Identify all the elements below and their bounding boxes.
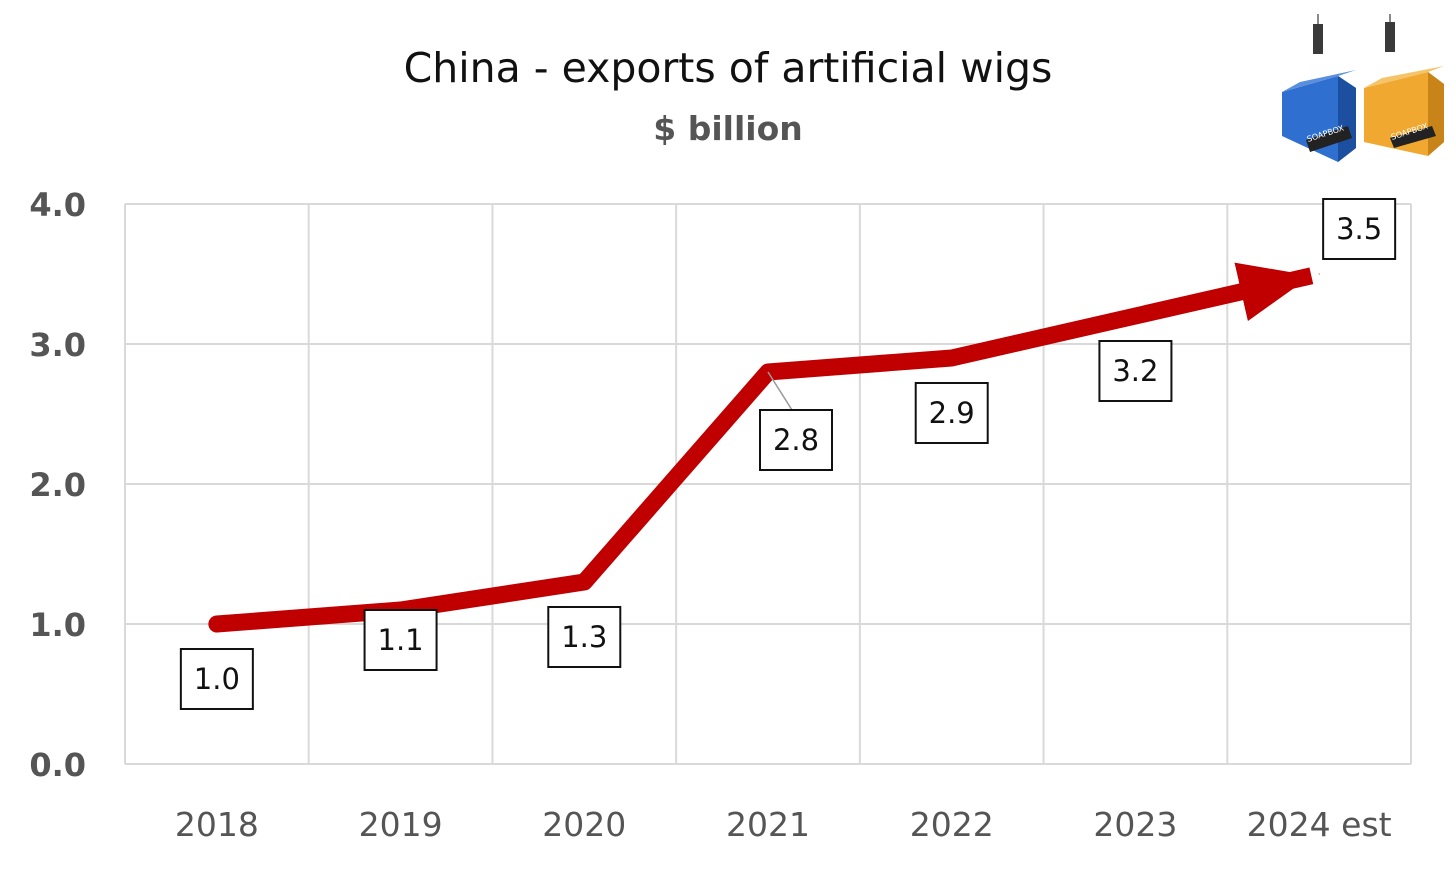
data-label-box [759, 409, 833, 471]
data-label: 3.5 [1322, 198, 1397, 260]
chart-title: China - exports of artificial wigs [404, 44, 1053, 92]
data-point [1134, 315, 1136, 317]
y-tick-label: 1.0 [29, 606, 86, 644]
data-labels: 1.0 1.1 1.3 2.8 2.9 3.2 3.5 [179, 198, 1397, 710]
x-tick-label: 2022 [910, 805, 994, 844]
data-label-text: 3.5 [1336, 212, 1382, 246]
series-arrow-segment [1133, 262, 1314, 325]
data-label-leader [767, 371, 793, 411]
x-tick-label: 2023 [1093, 805, 1177, 844]
data-label-text: 3.2 [1112, 354, 1158, 388]
data-point [1318, 273, 1320, 275]
y-tick-label: 3.0 [29, 326, 86, 364]
data-label: 1.1 [363, 609, 438, 671]
data-point [951, 357, 953, 359]
x-tick-label: 2020 [542, 805, 626, 844]
y-tick-label: 4.0 [29, 186, 86, 224]
data-label: 1.3 [547, 606, 622, 668]
y-axis-ticks: 0.0 1.0 2.0 3.0 4.0 [29, 186, 86, 784]
data-label: 1.0 [179, 648, 254, 710]
data-label-text: 1.1 [378, 623, 424, 657]
grid [124, 203, 1412, 765]
data-label-box [179, 648, 254, 710]
x-tick-label: 2019 [359, 805, 443, 844]
data-label-text: 2.9 [929, 396, 975, 430]
y-tick-label: 2.0 [29, 466, 86, 504]
data-label: 2.9 [914, 382, 989, 444]
y-tick-label: 0.0 [29, 746, 86, 784]
x-tick-label: 2024 est [1247, 805, 1392, 844]
x-tick-label: 2021 [726, 805, 810, 844]
data-point [216, 623, 218, 625]
data-label-box [1322, 198, 1397, 260]
x-axis-ticks: 2018 2019 2020 2021 2022 2023 2024 est [175, 805, 1392, 844]
data-label-text: 1.3 [561, 620, 607, 654]
data-label-text: 2.8 [773, 423, 819, 457]
data-label: 3.2 [1098, 340, 1173, 402]
data-label-text: 1.0 [194, 662, 240, 696]
data-label: 2.8 [759, 371, 833, 471]
data-label-box [1098, 340, 1173, 402]
data-point [583, 581, 585, 583]
data-label-box [547, 606, 622, 668]
x-tick-label: 2018 [175, 805, 259, 844]
shipping-containers-logo-icon: SOAPBOX SOAPBOX [1282, 14, 1444, 162]
data-label-box [363, 609, 438, 671]
chart-subtitle: $ billion [653, 109, 802, 148]
data-label-box [914, 382, 989, 444]
